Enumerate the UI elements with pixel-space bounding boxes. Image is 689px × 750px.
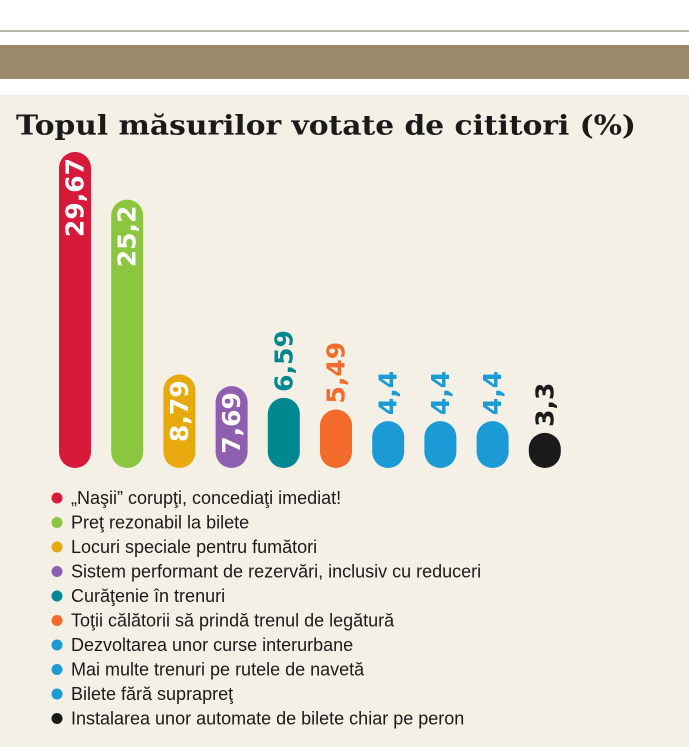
legend-label: Curăţenie în trenuri: [71, 586, 225, 606]
legend-dot: [51, 664, 63, 675]
bar: [372, 421, 405, 468]
bar: [163, 374, 196, 468]
value-label: 4,4: [374, 371, 403, 415]
legend-label: Sistem performant de rezervări, inclusiv…: [71, 562, 481, 582]
legend-label: „Naşii” corupţi, concediaţi imediat!: [71, 488, 341, 508]
value-label: 25,2: [113, 206, 142, 268]
legend-dot: [51, 688, 63, 700]
chart-title: Topul măsurilor votate de cititori (%): [16, 111, 636, 142]
value-label: 4,4: [478, 371, 507, 415]
legend-dot: [51, 713, 63, 724]
legend-dot: [51, 615, 63, 626]
bar: [59, 152, 91, 468]
legend-dot: [51, 590, 63, 602]
value-label: 29,67: [61, 158, 90, 237]
legend-label: Instalarea unor automate de bilete chiar…: [71, 709, 464, 729]
legend-label: Bilete fără suprapreţ: [71, 684, 233, 704]
bar: [476, 421, 509, 468]
header-band: [0, 45, 689, 79]
bar: [424, 421, 457, 468]
legend-dot: [51, 541, 63, 553]
legend-dot: [51, 517, 63, 528]
value-label: 8,79: [165, 380, 194, 442]
value-label: 6,59: [269, 330, 298, 392]
legend-dot: [51, 639, 63, 651]
legend-label: Mai multe trenuri pe rutele de navetă: [71, 660, 365, 680]
legend-label: Toţii călătorii să prindă trenul de legă…: [71, 611, 395, 631]
legend-dot: [51, 492, 63, 504]
bar: [320, 409, 352, 468]
legend-label: Locuri speciale pentru fumători: [71, 537, 317, 557]
value-label: 7,69: [217, 392, 246, 454]
value-label: 3,3: [530, 383, 559, 427]
bar: [267, 397, 300, 468]
bar: [215, 386, 248, 468]
legend-dot: [51, 566, 63, 577]
value-label: 5,49: [322, 342, 351, 404]
bar: [528, 432, 561, 468]
bar: [111, 199, 144, 469]
legend-label: Preţ rezonabil la bilete: [71, 513, 249, 533]
value-label: 4,4: [426, 371, 455, 415]
legend-label: Dezvoltarea unor curse interurbane: [71, 635, 353, 655]
